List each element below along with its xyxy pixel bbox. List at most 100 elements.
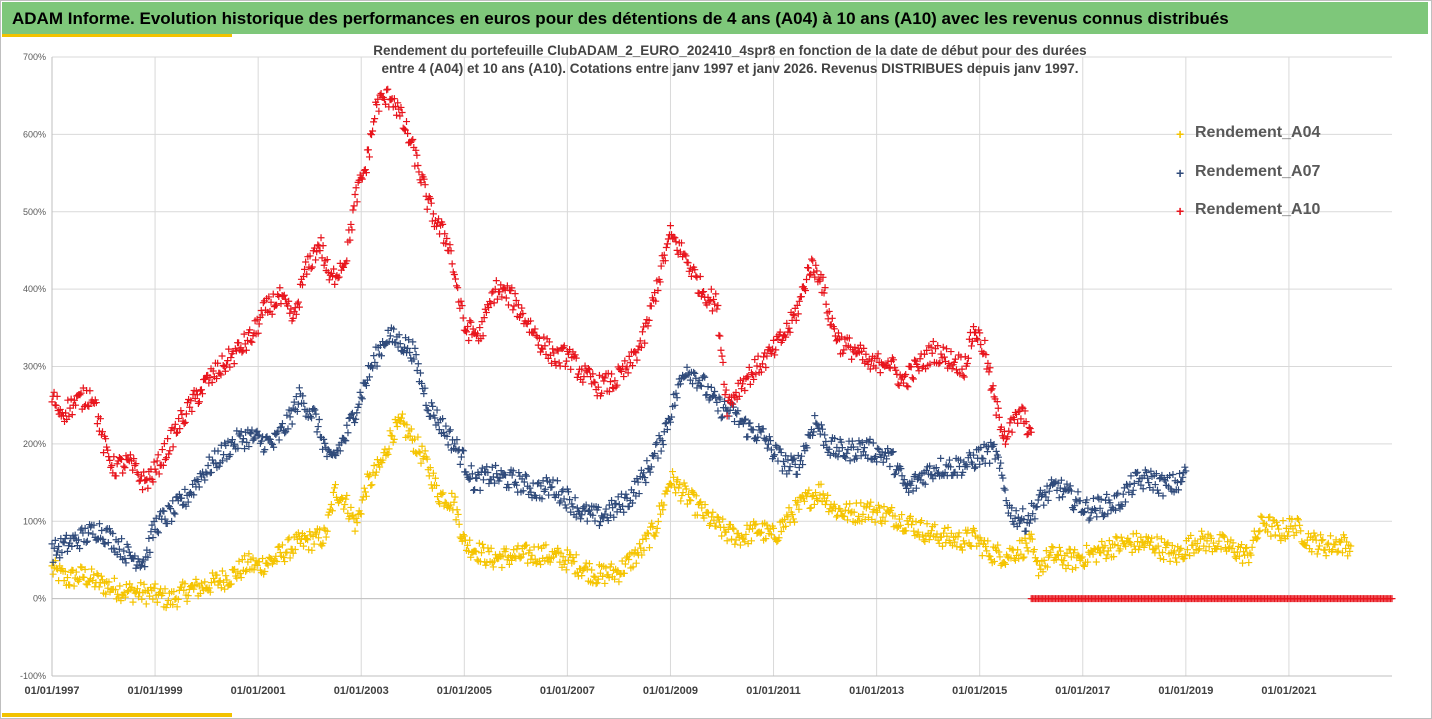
data-point-a07 (513, 481, 521, 489)
data-point-a04 (666, 480, 674, 488)
data-point-a07 (234, 444, 242, 452)
data-point-a07 (666, 418, 674, 426)
data-point-a07 (934, 468, 942, 476)
data-point-a04 (562, 566, 570, 574)
data-point-a10 (467, 318, 475, 326)
data-point-a10 (267, 298, 275, 306)
data-point-a07 (478, 464, 486, 472)
data-point-a07 (71, 531, 79, 539)
data-point-a04 (1324, 539, 1332, 547)
data-point-a10 (822, 300, 830, 308)
data-point-a04 (599, 572, 607, 580)
data-point-a04 (1043, 563, 1051, 571)
data-point-a04 (329, 488, 337, 496)
data-point-a10 (601, 374, 609, 382)
data-point-a04 (1195, 545, 1203, 553)
x-tick-label: 01/01/2011 (746, 685, 800, 697)
data-point-a04 (1004, 553, 1012, 561)
data-point-a07 (320, 435, 328, 443)
data-point-a04 (452, 516, 460, 524)
data-point-a04 (773, 538, 781, 546)
data-point-a07 (589, 511, 597, 519)
legend-label-a04: Rendement_A04 (1195, 124, 1321, 141)
legend-marker-a07: + (1176, 164, 1185, 181)
data-point-a10 (458, 302, 466, 310)
data-point-a04 (416, 449, 424, 457)
data-point-a04 (549, 553, 557, 561)
data-point-a07 (410, 355, 418, 363)
data-point-a07 (1112, 506, 1120, 514)
data-point-a04 (505, 560, 513, 568)
data-point-a07 (690, 368, 698, 376)
data-point-a07 (858, 438, 866, 446)
data-point-a07 (356, 388, 364, 396)
data-point-a07 (1063, 480, 1071, 488)
data-point-a04 (1022, 539, 1030, 547)
data-point-a04 (121, 593, 129, 601)
data-point-a07 (798, 452, 806, 460)
data-point-a07 (1056, 484, 1064, 492)
data-point-a10 (218, 352, 226, 360)
data-point-a07 (468, 470, 476, 478)
data-point-a07 (90, 521, 98, 529)
data-point-a04 (1347, 542, 1355, 550)
data-point-a04 (250, 566, 258, 574)
data-point-a04 (707, 520, 715, 528)
data-point-a10 (102, 435, 110, 443)
data-point-a07 (58, 549, 66, 557)
data-point-a04 (713, 513, 721, 521)
data-point-a04 (785, 504, 793, 512)
data-point-a04 (1315, 542, 1323, 550)
data-point-a10 (705, 298, 713, 306)
data-point-a04 (605, 574, 613, 582)
legend-label-a10: Rendement_A10 (1195, 201, 1321, 218)
data-point-a10 (666, 222, 674, 230)
data-point-a07 (986, 459, 994, 467)
data-point-a10 (757, 368, 765, 376)
data-point-a07 (811, 412, 819, 420)
data-point-a10 (442, 240, 450, 248)
data-point-a04 (1294, 516, 1302, 524)
data-point-a04 (516, 554, 524, 562)
data-point-a04 (102, 590, 110, 598)
data-point-a04 (1334, 547, 1342, 555)
data-point-a10 (502, 294, 510, 302)
data-point-a07 (886, 462, 894, 470)
data-point-a10 (463, 328, 471, 336)
data-point-a10 (767, 350, 775, 358)
data-point-a10 (317, 234, 325, 242)
data-point-a10 (519, 309, 527, 317)
data-point-a07 (559, 486, 567, 494)
data-point-a04 (423, 455, 431, 463)
data-point-a04 (824, 491, 832, 499)
data-point-a04 (573, 568, 581, 576)
data-point-a04 (697, 498, 705, 506)
data-point-a04 (397, 414, 405, 422)
data-point-a10 (292, 310, 300, 318)
data-point-a04 (937, 533, 945, 541)
data-point-a04 (704, 509, 712, 517)
data-point-a10 (845, 334, 853, 342)
data-point-a04 (1055, 543, 1063, 551)
data-point-a10 (364, 146, 372, 154)
data-point-a04 (384, 450, 392, 458)
data-point-a10 (661, 257, 669, 265)
data-point-a04 (1274, 521, 1282, 529)
data-point-a10 (48, 398, 56, 406)
data-point-a04 (283, 548, 291, 556)
data-point-a04 (436, 500, 444, 508)
data-point-a07 (1012, 507, 1020, 515)
data-point-a04 (560, 560, 568, 568)
data-point-a04 (149, 595, 157, 603)
data-point-a04 (1272, 518, 1280, 526)
data-point-a10 (480, 314, 488, 322)
data-point-a07 (1024, 512, 1032, 520)
data-point-a04 (281, 558, 289, 566)
data-point-a10 (745, 363, 753, 371)
data-point-a07 (1134, 468, 1142, 476)
data-point-a04 (810, 500, 818, 508)
data-point-a07 (1135, 478, 1143, 486)
data-point-a04 (322, 533, 330, 541)
data-point-a10 (763, 352, 771, 360)
data-point-a04 (105, 578, 113, 586)
